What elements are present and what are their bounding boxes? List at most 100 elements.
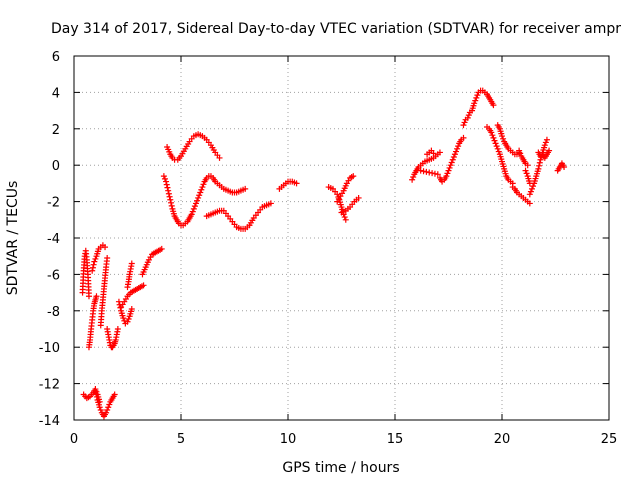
data-point: [350, 173, 357, 180]
series-seg13: [160, 173, 249, 229]
series-seg29: [526, 136, 550, 198]
data-point: [196, 192, 203, 199]
y-tick-label: 2: [52, 123, 60, 138]
series-seg06: [92, 387, 118, 420]
series-seg27: [516, 147, 531, 169]
data-point: [96, 404, 103, 411]
data-point: [166, 193, 173, 200]
data-point: [445, 167, 452, 174]
data-point: [188, 211, 195, 218]
data-point: [516, 147, 523, 154]
series-seg15: [276, 178, 300, 192]
data-point: [190, 205, 197, 212]
data-point: [490, 134, 497, 141]
data-point: [124, 318, 131, 325]
data-point: [198, 186, 205, 193]
x-tick-label: 25: [601, 432, 618, 447]
y-tick-label: -8: [47, 305, 60, 320]
y-tick-label: -4: [47, 232, 60, 247]
data-point: [429, 170, 436, 177]
series-seg26: [509, 184, 533, 207]
data-point: [105, 404, 112, 411]
data-point: [492, 140, 499, 147]
data-point: [524, 162, 531, 169]
data-point: [92, 387, 99, 394]
data-point: [104, 406, 111, 413]
data-point: [535, 165, 542, 172]
data-point: [168, 199, 175, 206]
data-point: [542, 139, 549, 146]
data-point: [91, 258, 98, 265]
data-point: [342, 216, 349, 223]
series-seg14: [203, 200, 274, 232]
data-point: [561, 164, 568, 171]
data-point: [460, 134, 467, 141]
data-point: [452, 148, 459, 155]
y-axis-label: SDTVAR / TECUs: [5, 181, 21, 296]
series-seg28: [522, 167, 533, 187]
series-seg21: [417, 167, 441, 178]
data-point: [165, 187, 172, 194]
y-axis-ticks: -14 -12 -10 -8 -6 -4 -2 0 2 4 6: [39, 50, 609, 429]
data-point: [355, 194, 362, 201]
data-point: [474, 92, 481, 99]
data-point: [536, 162, 543, 169]
chart-title: Day 314 of 2017, Sidereal Day-to-day VTE…: [51, 21, 621, 37]
data-point: [530, 183, 537, 190]
data-point: [409, 176, 416, 183]
data-point: [499, 133, 505, 140]
data-point: [89, 267, 96, 274]
data-point: [450, 154, 457, 161]
x-tick-label: 0: [70, 432, 78, 447]
y-tick-label: -6: [47, 268, 60, 283]
x-tick-label: 15: [387, 432, 404, 447]
data-point: [125, 315, 132, 322]
data-point: [216, 154, 223, 161]
data-point: [195, 194, 202, 201]
data-point: [431, 170, 438, 177]
data-point: [194, 197, 201, 204]
data-point: [528, 185, 535, 192]
data-point: [447, 162, 454, 169]
data-point: [90, 261, 97, 268]
data-point: [527, 188, 534, 195]
data-point: [449, 156, 456, 163]
data-point: [140, 282, 147, 289]
data-point: [543, 136, 550, 143]
series-seg17: [334, 173, 357, 205]
data-point: [192, 200, 199, 207]
data-point: [120, 315, 127, 322]
data-point: [489, 132, 496, 139]
data-point: [111, 391, 118, 398]
data-point: [93, 390, 100, 397]
data-point: [163, 181, 170, 188]
data-point: [536, 159, 543, 166]
data-point: [267, 200, 274, 207]
y-tick-label: -14: [39, 414, 60, 429]
data-point: [488, 129, 495, 136]
series-seg24: [484, 123, 516, 187]
data-point: [197, 189, 204, 196]
data-point: [471, 100, 478, 107]
y-tick-label: -12: [39, 378, 60, 393]
data-point: [517, 150, 524, 157]
series-seg08: [115, 298, 135, 327]
series-seg01: [79, 247, 92, 300]
data-point: [200, 181, 207, 188]
data-point: [454, 145, 461, 152]
series-seg30: [535, 147, 553, 161]
data-point: [93, 393, 100, 400]
series-seg10: [124, 260, 135, 291]
data-point: [541, 142, 548, 149]
data-point: [158, 245, 165, 252]
data-point: [473, 94, 480, 101]
series-seg04: [89, 242, 109, 274]
data-point: [128, 260, 135, 267]
data-point: [417, 167, 424, 174]
series-seg25: [494, 122, 523, 158]
data-point: [464, 114, 471, 121]
x-axis-label: GPS time / hours: [282, 460, 399, 476]
data-point: [334, 191, 341, 198]
data-point: [103, 409, 110, 416]
data-point: [426, 169, 433, 176]
